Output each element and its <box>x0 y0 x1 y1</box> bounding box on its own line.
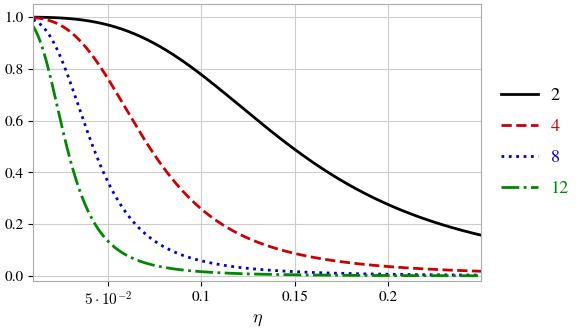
X-axis label: $\eta$: $\eta$ <box>252 312 263 328</box>
Legend: 2, 4, 8, 12: 2, 4, 8, 12 <box>494 82 576 204</box>
